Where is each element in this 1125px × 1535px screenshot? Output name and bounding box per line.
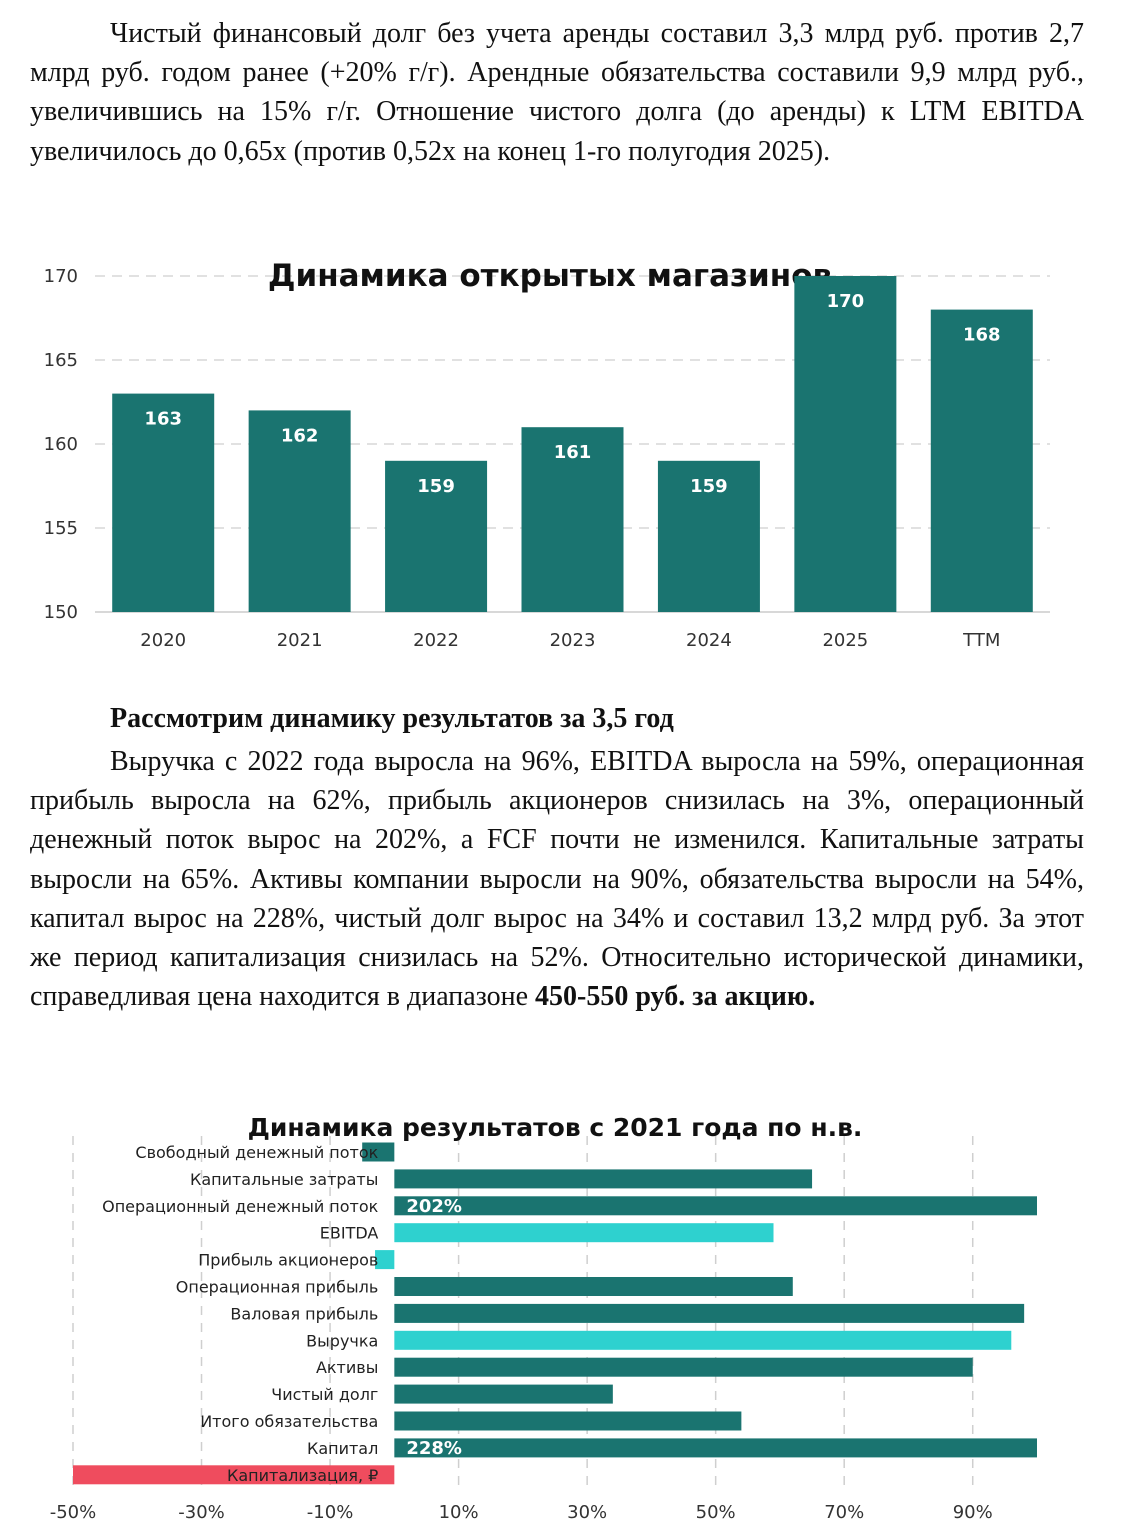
- y-tick-label: 150: [44, 602, 78, 623]
- fair-price-range: 450-550 руб. за акцию.: [535, 981, 816, 1013]
- bar: [394, 1330, 1012, 1350]
- bar: [521, 427, 624, 612]
- paragraph-results: Выручка с 2022 года выросла на 96%, EBIT…: [30, 742, 1084, 1016]
- y-tick-label: 160: [44, 434, 78, 455]
- category-label: Итого обязательства: [200, 1412, 378, 1431]
- category-label: Прибыль акционеров: [198, 1251, 378, 1270]
- x-tick-label: 2021: [277, 630, 323, 651]
- bar: [394, 1277, 793, 1296]
- category-label: Операционная прибыль: [176, 1278, 379, 1297]
- x-tick-label: 70%: [824, 1502, 864, 1523]
- chart-results-dynamics-svg: -50% -30% -10% 10% 30% 50% 70% 90% Динамика резу…: [50, 1113, 1037, 1523]
- bar: [394, 1196, 1037, 1216]
- bar: [375, 1250, 395, 1270]
- bar-data-label: 163: [144, 409, 182, 430]
- bar: [794, 276, 897, 612]
- x-tick-label: -50%: [50, 1502, 97, 1523]
- x-tick-label: 2022: [413, 630, 459, 651]
- section-heading: Рассмотрим динамику результатов за 3,5 г…: [110, 703, 674, 734]
- x-tick-label: TTM: [962, 630, 1000, 651]
- chart-open-stores: 150 155 160 165 170 Динамика открытых магазин…: [0, 240, 1125, 670]
- paragraph-net-debt-text: Чистый финансовый долг без учета аренды …: [30, 18, 1084, 167]
- chart-title: Динамика результатов с 2021 года по н.в.: [248, 1113, 863, 1142]
- category-label: Чистый долг: [271, 1385, 378, 1404]
- bar: [394, 1438, 1037, 1458]
- y-tick-label: 155: [44, 518, 78, 539]
- x-tick-label: 10%: [439, 1502, 479, 1523]
- chart-title: Динамика открытых магазинов: [268, 258, 832, 294]
- bar-data-label: 161: [554, 442, 592, 463]
- category-label: Операционный денежный поток: [102, 1197, 379, 1216]
- bar: [394, 1357, 973, 1377]
- bar-data-label: 168: [963, 325, 1001, 346]
- bar: [362, 1142, 395, 1162]
- bar: [394, 1303, 1025, 1323]
- x-tick-label: 50%: [696, 1502, 736, 1523]
- paragraph-results-text: Выручка с 2022 года выросла на 96%, EBIT…: [30, 746, 1084, 1013]
- x-tick-label: 30%: [567, 1502, 607, 1523]
- bar: [657, 460, 760, 612]
- x-tick-label: 90%: [953, 1502, 993, 1523]
- category-label: Капитализация, ₽: [227, 1466, 378, 1485]
- bar: [385, 460, 488, 612]
- bar-data-label: 159: [417, 476, 455, 497]
- category-label: EBITDA: [320, 1224, 379, 1243]
- bar-data-label: 170: [827, 291, 865, 312]
- bar: [394, 1223, 774, 1243]
- bar-data-label: 202%: [406, 1196, 462, 1217]
- category-label: Активы: [316, 1358, 378, 1377]
- bar: [394, 1384, 613, 1404]
- x-tick-label: 2024: [686, 630, 732, 651]
- y-tick-label: 170: [44, 266, 78, 287]
- x-tick-label: 2023: [550, 630, 596, 651]
- category-label: Свободный денежный поток: [135, 1143, 378, 1162]
- category-label: Капитал: [307, 1439, 378, 1458]
- x-tick-label: -10%: [307, 1502, 354, 1523]
- bar-data-label: 159: [690, 476, 728, 497]
- category-label: Валовая прибыль: [230, 1304, 378, 1323]
- bar: [394, 1411, 742, 1431]
- bar: [394, 1169, 813, 1189]
- bar: [248, 410, 351, 612]
- bar-data-label: 228%: [406, 1438, 462, 1459]
- bar: [112, 393, 215, 612]
- category-label: Выручка: [306, 1331, 378, 1350]
- bar-data-label: 162: [281, 425, 319, 446]
- x-tick-label: 2020: [140, 630, 186, 651]
- category-label: Капитальные затраты: [190, 1170, 378, 1189]
- chart-results-dynamics: -50% -30% -10% 10% 30% 50% 70% 90% Динамика резу…: [0, 1100, 1125, 1535]
- bar: [73, 1465, 395, 1485]
- x-tick-label: -30%: [178, 1502, 225, 1523]
- bar: [930, 309, 1033, 612]
- x-tick-label: 2025: [822, 630, 868, 651]
- y-tick-label: 165: [44, 350, 78, 371]
- paragraph-net-debt: Чистый финансовый долг без учета аренды …: [30, 14, 1084, 171]
